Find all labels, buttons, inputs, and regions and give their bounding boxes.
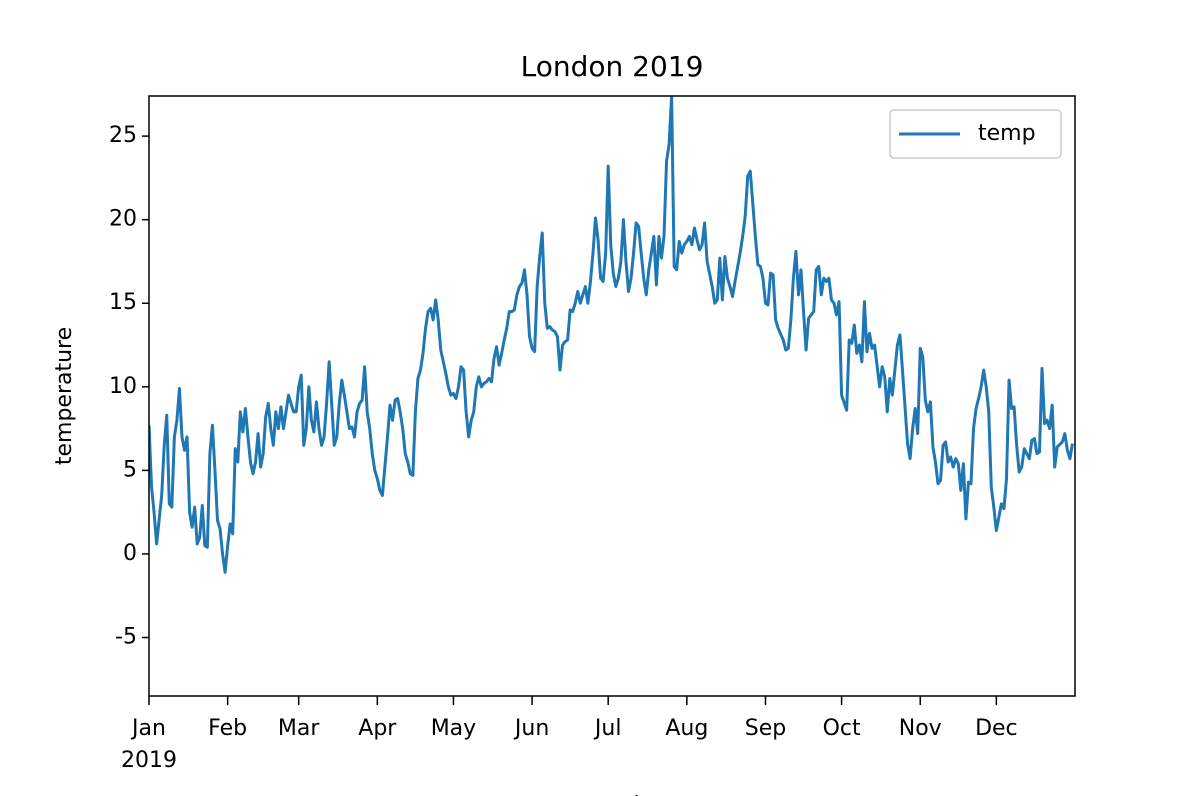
x-tick-label: Jul	[593, 716, 622, 741]
year-label: 2019	[121, 748, 177, 773]
x-tick-label: Dec	[975, 716, 1018, 741]
y-tick-label: 25	[109, 123, 137, 148]
x-tick-label: Mar	[278, 716, 320, 741]
x-axis-label: month	[576, 793, 647, 796]
x-tick-label: Sep	[745, 716, 786, 741]
x-tick-label: Jan	[130, 716, 166, 741]
y-tick-label: 15	[109, 290, 137, 315]
y-tick-label: 0	[123, 541, 137, 566]
y-tick-label: -5	[115, 625, 137, 650]
line-series	[149, 96, 1074, 574]
x-tick-label: Aug	[665, 716, 708, 741]
y-tick-label: 20	[109, 207, 137, 232]
legend-label: temp	[978, 121, 1036, 146]
y-axis-label: temperature	[52, 327, 77, 465]
x-tick-label: Apr	[358, 716, 397, 741]
chart-title: London 2019	[521, 50, 704, 83]
x-tick-label: Nov	[899, 716, 942, 741]
x-tick-label: Jun	[513, 716, 549, 741]
legend-box	[889, 109, 1062, 159]
x-tick-label: Oct	[823, 716, 861, 741]
y-tick-label: 10	[109, 374, 137, 399]
y-tick-label: 5	[123, 457, 137, 482]
x-tick-label: Feb	[208, 716, 247, 741]
x-tick-label: May	[431, 716, 476, 741]
plot-frame	[148, 95, 1076, 697]
